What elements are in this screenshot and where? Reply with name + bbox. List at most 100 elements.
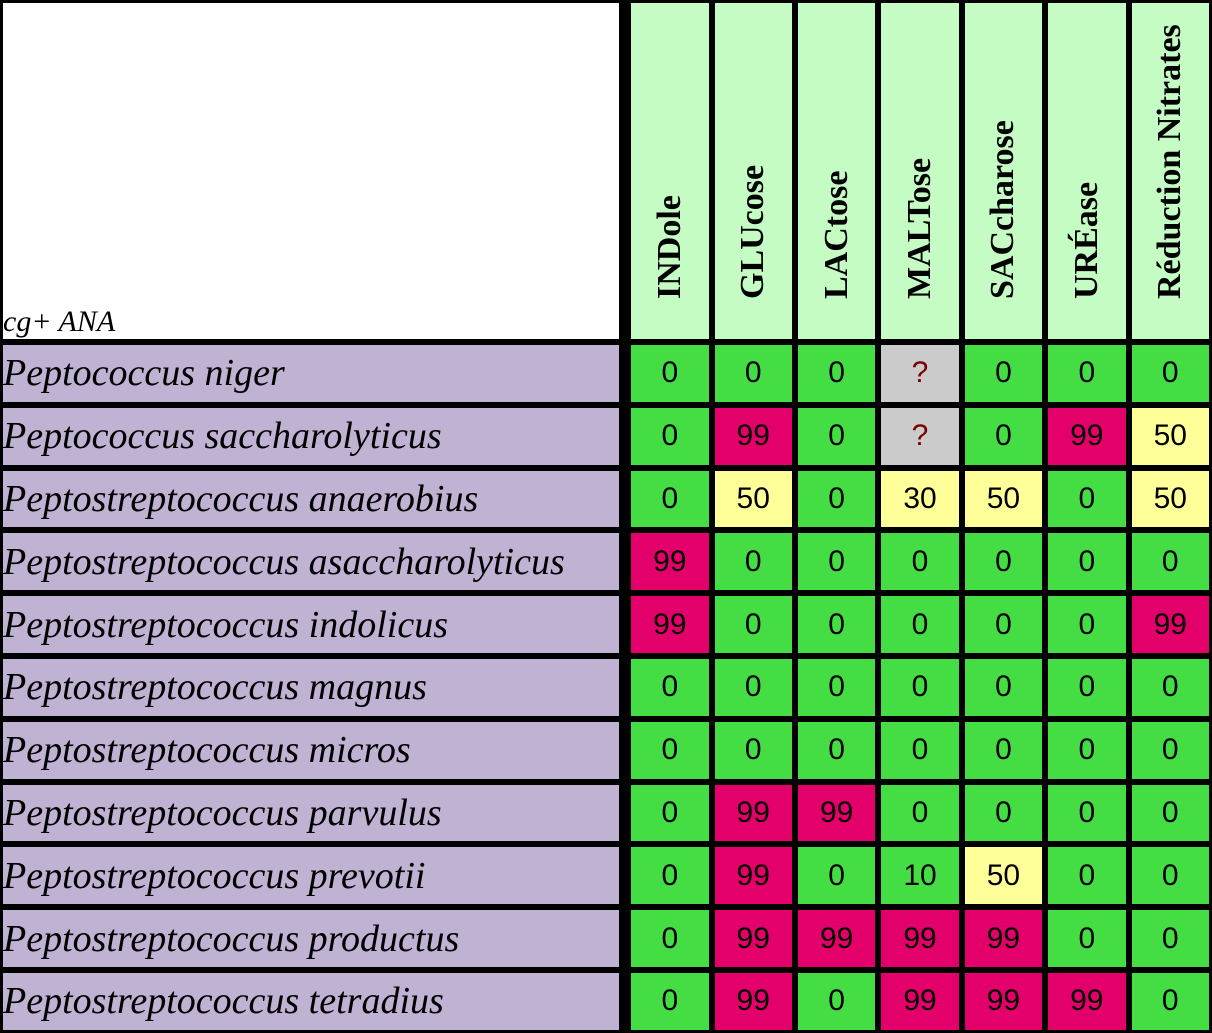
result-cell: 0 (961, 593, 1046, 656)
result-cell: 0 (628, 907, 712, 970)
column-header-label: GLUcose (734, 164, 772, 299)
result-cell: 99 (628, 530, 712, 594)
result-cell: 0 (1128, 907, 1212, 970)
species-name: Peptostreptococcus tetradius (0, 969, 623, 1033)
result-cell: 0 (961, 718, 1046, 782)
result-cell: 0 (1128, 718, 1212, 782)
species-name: Peptostreptococcus indolicus (0, 593, 623, 656)
result-cell: 0 (794, 593, 879, 656)
species-name: Peptococcus saccharolyticus (0, 404, 623, 468)
result-cell: 0 (794, 530, 879, 594)
result-cell: 99 (961, 969, 1046, 1033)
result-cell: 0 (711, 530, 795, 594)
column-header-label: MALTose (901, 157, 939, 299)
column-header-lactose: LACtose (794, 0, 879, 342)
result-cell: 0 (961, 781, 1046, 845)
result-cell: 99 (711, 404, 795, 468)
result-cell: 10 (878, 844, 962, 908)
result-cell: 99 (794, 781, 879, 845)
table-row: Peptococcus niger 0 0 0? 0 0 0 (0, 342, 1212, 405)
result-cell: 0 (628, 969, 712, 1033)
result-cell: 0 (878, 781, 962, 845)
column-gap (622, 969, 629, 1033)
result-cell: 99 (628, 593, 712, 656)
column-gap (622, 655, 629, 719)
result-cell: 0 (1128, 844, 1212, 908)
result-cell: 0 (878, 718, 962, 782)
result-cell: 0 (628, 781, 712, 845)
table-row: Peptostreptococcus tetradius 0 99 0 99 99 99 0 (0, 969, 1212, 1033)
result-cell: 99 (711, 781, 795, 845)
result-cell: 0 (1045, 655, 1129, 719)
result-cell: 0 (711, 342, 795, 405)
result-cell: 50 (1128, 467, 1212, 531)
column-gap (622, 530, 629, 594)
result-cell: 0 (628, 718, 712, 782)
result-cell: 50 (711, 467, 795, 531)
result-cell: 0 (628, 342, 712, 405)
result-cell: 0 (794, 969, 879, 1033)
result-cell: 0 (1045, 530, 1129, 594)
column-header-glucose: GLUcose (711, 0, 795, 342)
species-name: Peptostreptococcus asaccharolyticus (0, 530, 623, 594)
species-name: Peptostreptococcus productus (0, 907, 623, 970)
result-cell: 0 (1045, 342, 1129, 405)
species-name: Peptostreptococcus micros (0, 718, 623, 782)
result-cell: 30 (878, 467, 962, 531)
result-cell: 99 (878, 969, 962, 1033)
column-gap (622, 718, 629, 782)
result-cell: 99 (1128, 593, 1212, 656)
column-header-label: URÉase (1067, 181, 1105, 299)
result-cell: 0 (711, 718, 795, 782)
column-header-label: LACtose (817, 170, 855, 299)
result-cell: 0 (1045, 467, 1129, 531)
result-cell: 99 (878, 907, 962, 970)
column-gap (622, 907, 629, 970)
result-cell: 0 (1128, 342, 1212, 405)
table-row: Peptostreptococcus parvulus 0 99 99 0 0 0 0 (0, 781, 1212, 845)
result-cell: 0 (794, 404, 879, 468)
result-cell: 0 (628, 467, 712, 531)
result-cell: 50 (1128, 404, 1212, 468)
result-cell: 0 (1128, 655, 1212, 719)
result-cell: 0 (961, 655, 1046, 719)
column-gap (622, 0, 629, 342)
result-cell: 0 (794, 467, 879, 531)
result-cell: 0 (961, 404, 1046, 468)
result-cell: 99 (711, 907, 795, 970)
species-name: Peptococcus niger (0, 342, 623, 405)
table-row: Peptostreptococcus micros 0 0 0 0 0 0 0 (0, 718, 1212, 782)
result-cell: 0 (1045, 907, 1129, 970)
result-cell: 0 (1045, 718, 1129, 782)
result-cell: 99 (961, 907, 1046, 970)
result-cell: 0 (878, 655, 962, 719)
table-row: Peptostreptococcus anaerobius 0 50 0 30 50 0 50 (0, 467, 1212, 531)
result-cell: 0 (1128, 781, 1212, 845)
column-header-maltose: MALTose (878, 0, 962, 342)
species-name: Peptostreptococcus prevotii (0, 844, 623, 908)
result-cell: 0 (1128, 969, 1212, 1033)
result-cell: 0 (1128, 530, 1212, 594)
result-cell: ? (878, 342, 962, 405)
column-gap (622, 467, 629, 531)
table-row: Peptostreptococcus magnus 0 0 0 0 0 0 0 (0, 655, 1212, 719)
result-cell: 0 (1045, 844, 1129, 908)
result-cell: 0 (961, 530, 1046, 594)
column-header-label: SACcharose (984, 120, 1022, 299)
species-name: Peptostreptococcus anaerobius (0, 467, 623, 531)
species-name: Peptostreptococcus parvulus (0, 781, 623, 845)
result-cell: 0 (711, 655, 795, 719)
table-row: Peptostreptococcus productus 0 99 99 99 99 0 0 (0, 907, 1212, 970)
result-cell: 0 (794, 342, 879, 405)
result-cell: 50 (961, 467, 1046, 531)
result-cell: 99 (1045, 969, 1129, 1033)
result-cell: 0 (628, 655, 712, 719)
result-cell: 0 (628, 844, 712, 908)
result-cell: 0 (1045, 781, 1129, 845)
result-cell: 99 (711, 969, 795, 1033)
header-row: cg+ ANA INDole GLUcose LACtose MALTose S… (0, 0, 1212, 342)
result-cell: 0 (961, 342, 1046, 405)
column-gap (622, 844, 629, 908)
column-header-indole: INDole (628, 0, 712, 342)
